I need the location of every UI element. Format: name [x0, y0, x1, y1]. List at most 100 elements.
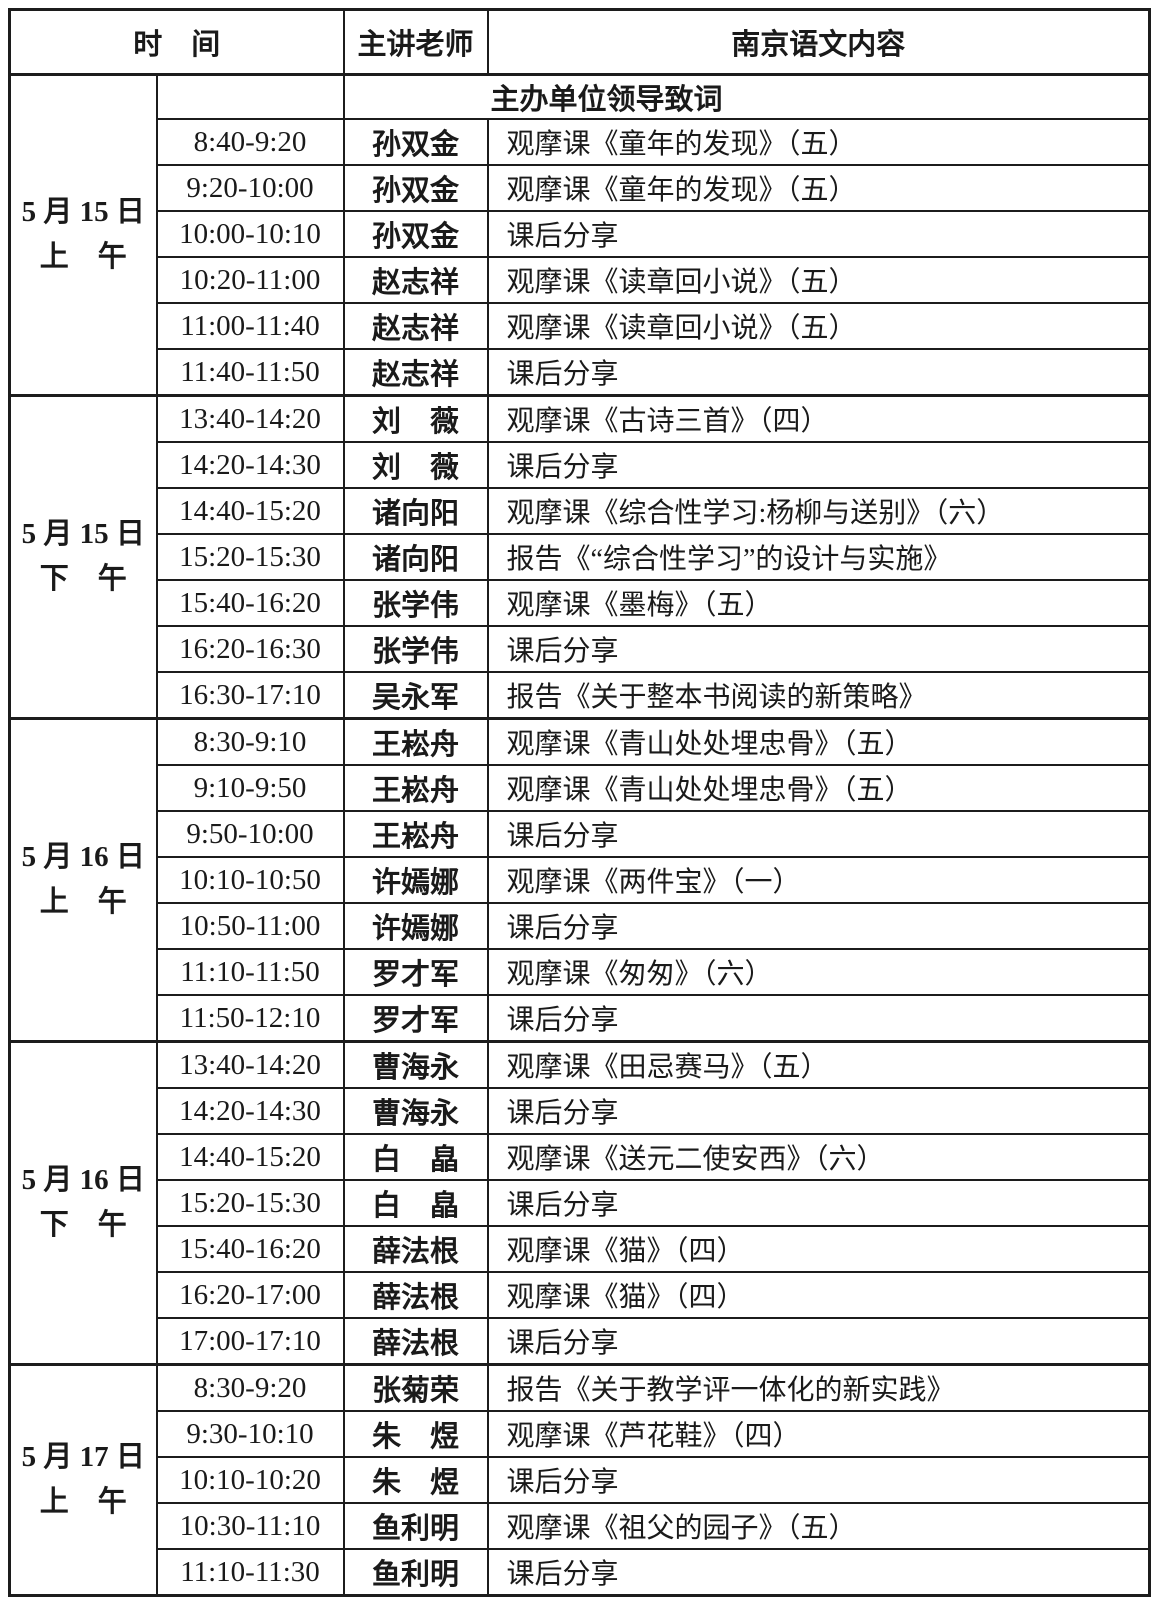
content-cell: 课后分享 — [486, 994, 1151, 1043]
teacher-cell: 王崧舟 — [342, 764, 489, 812]
date-cell: 5 月 15 日上 午 — [8, 73, 158, 397]
date-cell: 5 月 16 日下 午 — [8, 1040, 158, 1366]
opening-cell: 主办单位领导致词 — [342, 73, 1151, 120]
teacher-cell: 朱 煜 — [342, 1456, 489, 1504]
content-cell: 观摩课《田忌赛马》（五） — [486, 1040, 1151, 1089]
table-row: 5 月 16 日下 午 13:40-14:20 曹海永 观摩课《田忌赛马》（五） — [8, 1040, 1151, 1366]
teacher-cell: 孙双金 — [342, 210, 489, 258]
content-cell: 课后分享 — [486, 210, 1151, 258]
date-line-2: 上 午 — [39, 886, 127, 918]
table-row: 14:40-15:20 诸向阳 观摩课《综合性学习:杨柳与送别》（六） — [10, 487, 1151, 535]
teacher-cell: 薛法根 — [342, 1225, 489, 1273]
content-cell: 课后分享 — [486, 902, 1151, 950]
schedule-table: 时 间 主讲老师 南京语文内容 5 月 15 日上 午 主办单位领导致词 8:40-… — [8, 8, 1152, 1597]
table-row: 14:20-14:30 刘 薇课后分享 — [10, 441, 1151, 489]
table-row: 10:20-11:00 赵志祥 观摩课《读章回小说》（五） — [10, 256, 1151, 304]
content-cell: 报告《“综合性学习”的设计与实施》 — [486, 533, 1151, 581]
table-row: 9:10-9:50 王崧舟 观摩课《青山处处埋忠骨》（五） — [10, 764, 1151, 812]
time-cell: 9:50-10:00 — [155, 810, 345, 858]
time-cell: 14:40-15:20 — [155, 487, 345, 535]
teacher-cell: 孙双金 — [342, 164, 489, 212]
header-content: 南京语文内容 — [486, 8, 1151, 76]
teacher-cell: 吴永军 — [342, 671, 489, 720]
date-line-2: 上 午 — [39, 241, 127, 273]
content-cell: 课后分享 — [486, 441, 1151, 489]
time-cell-empty — [155, 73, 345, 120]
time-cell: 16:20-17:00 — [155, 1271, 345, 1319]
table-row: 16:20-17:00 薛法根 观摩课《猫》（四） — [10, 1271, 1151, 1319]
content-cell: 课后分享 — [486, 1179, 1151, 1227]
table-row: 15:20-15:30 诸向阳 报告《“综合性学习”的设计与实施》 — [10, 533, 1151, 581]
content-cell: 课后分享 — [486, 348, 1151, 397]
teacher-cell: 鱼利明 — [342, 1548, 489, 1597]
table-row: 15:40-16:20 薛法根 观摩课《猫》（四） — [10, 1225, 1151, 1273]
time-cell: 10:50-11:00 — [155, 902, 345, 950]
table-row: 10:10-10:20 朱 煜课后分享 — [10, 1456, 1151, 1504]
time-cell: 11:50-12:10 — [155, 994, 345, 1043]
content-cell: 观摩课《祖父的园子》（五） — [486, 1502, 1151, 1550]
content-cell: 观摩课《青山处处埋忠骨》（五） — [486, 764, 1151, 812]
teacher-cell: 许嫣娜 — [342, 902, 489, 950]
date-cell: 5 月 17 日上 午 — [8, 1363, 158, 1597]
content-cell: 课后分享 — [486, 1087, 1151, 1135]
table-row: 11:00-11:40 赵志祥 观摩课《读章回小说》（五） — [10, 302, 1151, 350]
date-line-2: 下 午 — [39, 563, 127, 595]
date-line-1: 5 月 15 日 — [21, 518, 145, 551]
time-cell: 10:10-10:20 — [155, 1456, 345, 1504]
table-row: 5 月 16 日上 午 8:30-9:10 王崧舟 观摩课《青山处处埋忠骨》（五） — [8, 717, 1151, 1043]
schedule-body: 5 月 15 日上 午主办单位领导致词 8:40-9:20 孙双金 观摩课《童年的发现… — [8, 73, 1151, 1597]
table-row: 16:20-16:30 张学伟 课后分享 — [10, 625, 1151, 673]
time-cell: 16:30-17:10 — [155, 671, 345, 720]
time-cell: 8:30-9:20 — [155, 1363, 345, 1412]
table-row: 14:20-14:30 曹海永 课后分享 — [10, 1087, 1151, 1135]
teacher-cell: 刘 薇 — [342, 394, 489, 443]
time-cell: 15:20-15:30 — [155, 1179, 345, 1227]
date-cell: 5 月 16 日上 午 — [8, 717, 158, 1043]
content-cell: 课后分享 — [486, 810, 1151, 858]
content-cell: 观摩课《读章回小说》（五） — [486, 256, 1151, 304]
table-row: 15:40-16:20 张学伟 观摩课《墨梅》（五） — [10, 579, 1151, 627]
time-cell: 9:10-9:50 — [155, 764, 345, 812]
content-cell: 课后分享 — [486, 1548, 1151, 1597]
time-cell: 10:00-10:10 — [155, 210, 345, 258]
content-cell: 观摩课《猫》（四） — [486, 1225, 1151, 1273]
content-cell: 观摩课《送元二使安西》（六） — [486, 1133, 1151, 1181]
teacher-cell: 赵志祥 — [342, 348, 489, 397]
time-cell: 15:20-15:30 — [155, 533, 345, 581]
time-cell: 11:10-11:50 — [155, 948, 345, 996]
teacher-cell: 罗才军 — [342, 948, 489, 996]
teacher-cell: 诸向阳 — [342, 533, 489, 581]
teacher-cell: 王崧舟 — [342, 810, 489, 858]
teacher-cell: 曹海永 — [342, 1040, 489, 1089]
content-cell: 观摩课《综合性学习:杨柳与送别》（六） — [486, 487, 1151, 535]
teacher-cell: 朱 煜 — [342, 1410, 489, 1458]
table-row: 5 月 17 日上 午 8:30-9:20 张菊荣 报告《关于教学评一体化的新实践》 — [8, 1363, 1151, 1597]
time-cell: 14:20-14:30 — [155, 441, 345, 489]
table-row: 11:10-11:30 鱼利明 课后分享 — [10, 1548, 1151, 1597]
table-row: 14:40-15:20 白 皛观摩课《送元二使安西》（六） — [10, 1133, 1151, 1181]
date-cell: 5 月 15 日下 午 — [8, 394, 158, 720]
table-row: 17:00-17:10 薛法根 课后分享 — [10, 1317, 1151, 1366]
content-cell: 报告《关于整本书阅读的新策略》 — [486, 671, 1151, 720]
content-cell: 报告《关于教学评一体化的新实践》 — [486, 1363, 1151, 1412]
content-cell: 观摩课《古诗三首》（四） — [486, 394, 1151, 443]
time-cell: 13:40-14:20 — [155, 1040, 345, 1089]
teacher-cell: 孙双金 — [342, 118, 489, 166]
schedule-header-row: 时 间 主讲老师 南京语文内容 — [8, 8, 1151, 76]
teacher-cell: 白 皛 — [342, 1133, 489, 1181]
teacher-cell: 张菊荣 — [342, 1363, 489, 1412]
time-cell: 11:40-11:50 — [155, 348, 345, 397]
table-row: 16:30-17:10 吴永军 报告《关于整本书阅读的新策略》 — [10, 671, 1151, 720]
date-line-1: 5 月 17 日 — [21, 1441, 145, 1474]
teacher-cell: 赵志祥 — [342, 302, 489, 350]
table-row: 9:50-10:00 王崧舟 课后分享 — [10, 810, 1151, 858]
teacher-cell: 刘 薇 — [342, 441, 489, 489]
content-cell: 课后分享 — [486, 1317, 1151, 1366]
time-cell: 14:40-15:20 — [155, 1133, 345, 1181]
date-line-1: 5 月 16 日 — [21, 1164, 145, 1197]
teacher-cell: 白 皛 — [342, 1179, 489, 1227]
content-cell: 观摩课《猫》（四） — [486, 1271, 1151, 1319]
content-cell: 观摩课《童年的发现》（五） — [486, 118, 1151, 166]
content-cell: 课后分享 — [486, 625, 1151, 673]
